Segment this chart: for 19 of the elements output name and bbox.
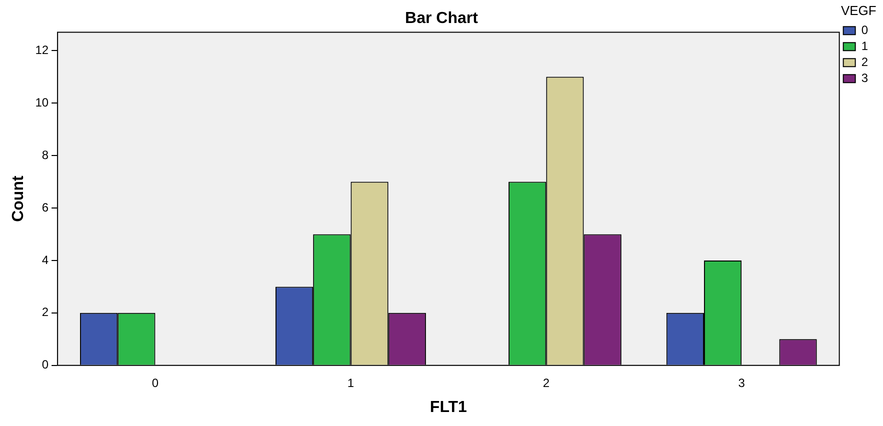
legend-title: VEGF xyxy=(840,3,876,18)
x-axis-title: FLT1 xyxy=(430,398,468,416)
x-tick-label: 1 xyxy=(347,376,354,390)
legend-label: 2 xyxy=(861,54,868,69)
chart-title: Bar Chart xyxy=(405,10,479,28)
y-tick-label: 10 xyxy=(35,95,49,110)
x-tick-label: 3 xyxy=(738,376,746,390)
y-tick-label: 4 xyxy=(42,252,49,267)
y-tick-label: 8 xyxy=(42,148,49,162)
y-tick-label: 6 xyxy=(42,200,49,214)
y-axis-title: Count xyxy=(10,175,28,222)
x-tick-label: 0 xyxy=(152,376,159,390)
x-tick-label: 2 xyxy=(542,376,550,390)
legend-label: 1 xyxy=(861,38,868,53)
y-tick-label: 0 xyxy=(42,358,49,372)
legend-label: 0 xyxy=(861,22,868,37)
legend-label: 3 xyxy=(861,70,868,85)
y-tick-label: 12 xyxy=(35,42,49,57)
y-tick-label: 2 xyxy=(42,305,49,320)
